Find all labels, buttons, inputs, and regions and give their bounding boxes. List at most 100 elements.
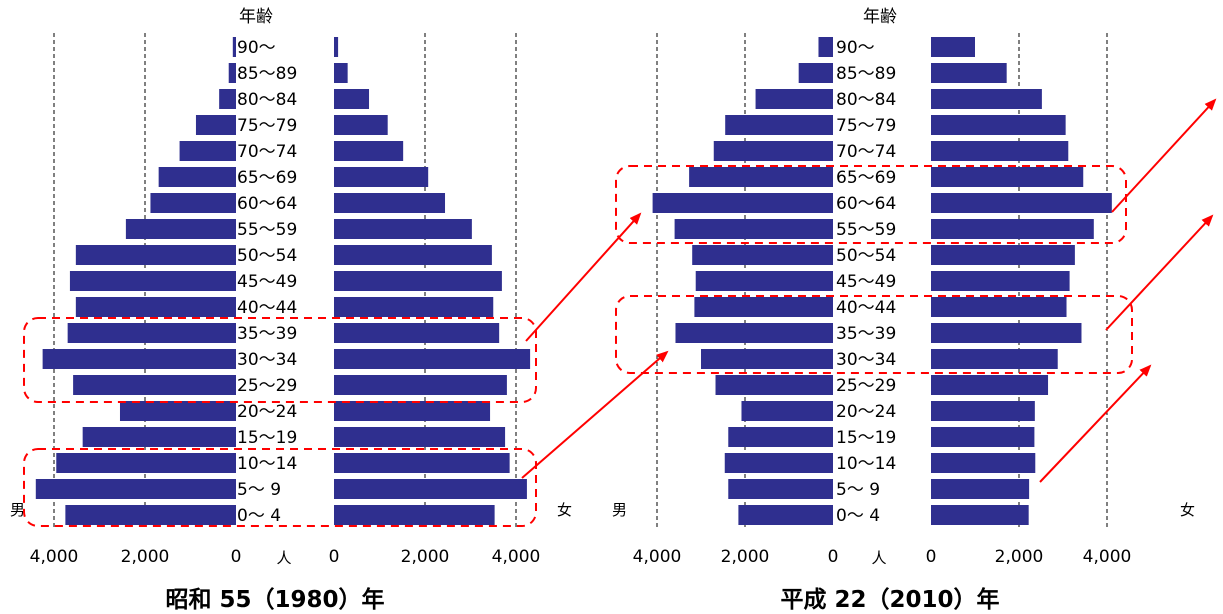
arrow-1980-children-to-2010-30s [521,350,669,479]
pyramid-1980: 90～ 85～89 80～84 75～79 70～74 65～69 60～64 55～59 50… [10,7,572,613]
age-label: 90～ [836,38,875,58]
bar-male-1980-18 [65,505,236,525]
bar-male-2010-15 [728,427,833,447]
bar-female-2010-4 [931,141,1069,161]
bar-female-2010-16 [931,453,1036,473]
age-label: 40～44 [237,298,297,318]
age-label: 80～84 [836,90,896,110]
female-label-1980: 女 [557,501,572,519]
age-label: 15～19 [836,428,896,448]
age-label: 30～34 [237,350,297,370]
age-label: 20～24 [836,402,896,422]
bar-female-1980-8 [334,245,492,265]
bar-male-1980-1 [228,63,236,83]
bar-female-2010-6 [931,193,1112,213]
bar-female-1980-16 [334,453,510,473]
bar-male-2010-6 [652,193,833,213]
age-labels-1980: 90～ 85～89 80～84 75～79 70～74 65～69 60～64 55～59 50… [237,38,297,526]
bar-male-2010-1 [798,63,833,83]
x-tick-male: 4,000 [633,547,682,567]
bar-female-2010-13 [931,375,1049,395]
age-label: 75～79 [836,116,896,136]
bar-female-1980-9 [334,271,502,291]
bar-male-1980-15 [82,427,236,447]
age-labels-2010: 90～ 85～89 80～84 75～79 70～74 65～69 60～64 55～59 50… [836,38,896,526]
female-label-2010: 女 [1180,501,1195,519]
age-label: 45～49 [237,272,297,292]
age-label: 35～39 [836,324,896,344]
male-label-2010: 男 [612,501,627,519]
age-label: 55～59 [836,220,896,240]
unit-label-2010: 人 [871,549,886,567]
bar-female-1980-6 [334,193,446,213]
age-label: 70～74 [836,142,896,162]
arrow-2010-30s-out [1105,214,1214,331]
bar-male-1980-16 [56,453,237,473]
arrow-1980-30s-to-2010-60s [525,212,642,342]
age-label: 40～44 [836,298,896,318]
bar-male-2010-16 [724,453,833,473]
bar-female-1980-18 [334,505,495,525]
bar-female-2010-5 [931,167,1084,187]
age-label: 80～84 [237,90,297,110]
female-bars-1980 [334,37,531,525]
bar-male-2010-7 [674,219,833,239]
bar-female-2010-0 [931,37,975,57]
x-tick-male: 2,000 [121,547,170,567]
bar-female-2010-3 [931,115,1066,135]
bar-female-1980-17 [334,479,527,499]
age-label: 55～59 [237,220,297,240]
age-label: 85～89 [237,64,297,84]
pyramid-2010: 90～ 85～89 80～84 75～79 70～74 65～69 60～64 55～59 50… [612,7,1195,613]
bar-female-1980-15 [334,427,506,447]
x-tick-female: 0 [329,547,340,567]
age-label: 75～79 [237,116,297,136]
age-label: 85～89 [836,64,896,84]
bar-female-1980-4 [334,141,404,161]
bar-male-1980-17 [35,479,236,499]
bar-male-1980-3 [195,115,236,135]
x-tick-female: 0 [926,547,937,567]
age-label: 50～54 [836,246,896,266]
age-label: 70～74 [237,142,297,162]
bar-female-1980-10 [334,297,494,317]
bar-female-1980-13 [334,375,507,395]
bar-female-2010-15 [931,427,1035,447]
bar-female-1980-3 [334,115,388,135]
bar-male-2010-13 [715,375,833,395]
bar-female-2010-8 [931,245,1075,265]
age-label: 0～ 4 [836,506,880,526]
bar-male-2010-18 [738,505,833,525]
bar-male-2010-0 [818,37,833,57]
bar-male-2010-8 [692,245,833,265]
bar-female-2010-17 [931,479,1030,499]
age-header-2010: 年齢 [863,7,897,27]
x-tick-female: 4,000 [1083,547,1132,567]
chart-title-2010: 平成 22（2010）年 [780,586,999,613]
bar-male-2010-12 [701,349,833,369]
age-label: 35～39 [237,324,297,344]
bar-female-2010-1 [931,63,1007,83]
age-label: 10～14 [237,454,297,474]
bar-male-1980-6 [150,193,236,213]
bar-female-1980-12 [334,349,531,369]
bar-female-1980-11 [334,323,500,343]
bar-male-1980-2 [219,89,236,109]
x-tick-labels-2010: 4,000 2,000 0 0 2,000 4,000 [633,547,1132,567]
highlight-1980-0-14 [23,448,537,527]
highlight-1980-25-39 [23,317,537,403]
bar-male-1980-0 [232,37,236,57]
age-label: 60～64 [237,194,297,214]
x-tick-labels-1980: 4,000 2,000 0 0 2,000 4,000 [30,547,541,567]
bar-male-2010-9 [695,271,833,291]
shift-arrows [521,98,1217,483]
chart-title-1980: 昭和 55（1980）年 [165,586,384,613]
highlight-2010-55-69 [615,165,1127,244]
age-header-1980: 年齢 [239,7,273,27]
bar-female-1980-1 [334,63,348,83]
age-label: 90～ [237,38,276,58]
x-tick-female: 2,000 [995,547,1044,567]
male-label-1980: 男 [10,501,25,519]
x-tick-male: 2,000 [721,547,770,567]
